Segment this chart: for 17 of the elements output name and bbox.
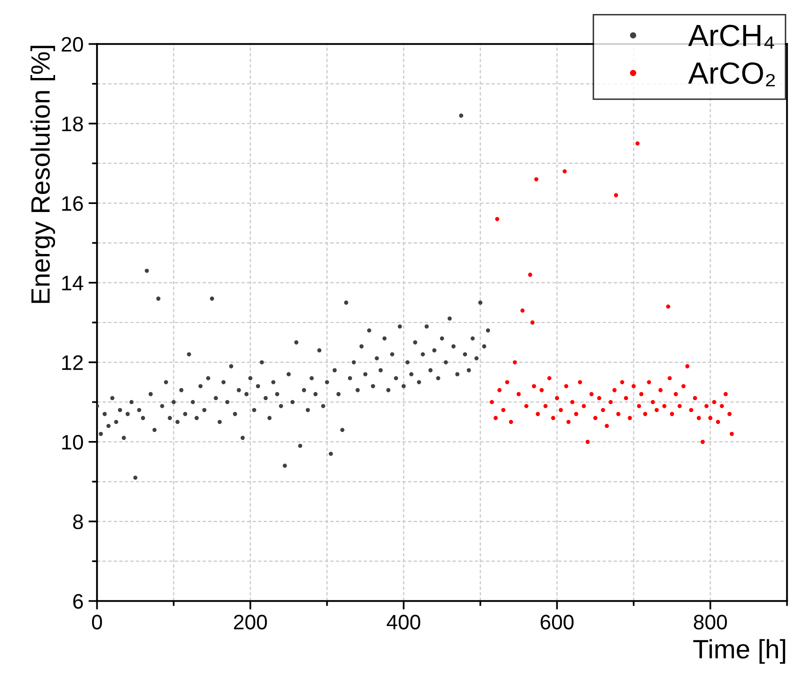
x-tick-label: 600 bbox=[540, 614, 574, 630]
y-axis-title: Energy Resolution [%] bbox=[30, 46, 56, 303]
y-tick-label: 18 bbox=[62, 116, 83, 132]
x-tick-label: 400 bbox=[386, 614, 420, 630]
x-tick-label: 0 bbox=[92, 614, 102, 630]
y-tick-label: 12 bbox=[62, 355, 83, 370]
y-tick-label: 8 bbox=[73, 514, 83, 530]
y-tick-label: 10 bbox=[62, 434, 83, 450]
x-tick-label: 800 bbox=[694, 614, 727, 630]
y-tick-label: 14 bbox=[62, 276, 84, 290]
x-tick-label: 200 bbox=[234, 614, 267, 630]
x-axis-title: Time [h] bbox=[693, 639, 786, 664]
y-tick-label: 16 bbox=[62, 196, 83, 211]
y-tick-label: 20 bbox=[62, 37, 83, 52]
legend-label: ArCO₂ bbox=[688, 62, 775, 86]
legend-label: ArCH₄ bbox=[688, 24, 774, 49]
y-tick-label: 6 bbox=[73, 594, 83, 609]
